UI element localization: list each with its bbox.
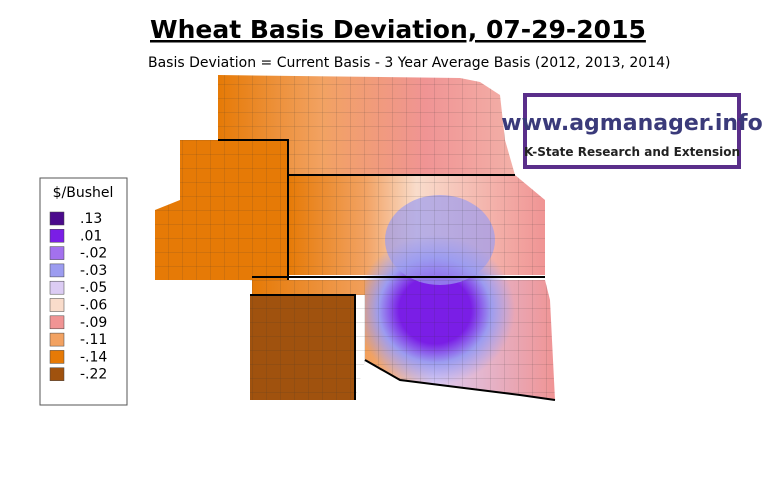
legend-swatch <box>49 315 65 330</box>
subtitle: Basis Deviation = Current Basis - 3 Year… <box>148 55 670 71</box>
logo-url: www.agmanager.info <box>501 111 762 136</box>
legend-label: -.14 <box>80 349 107 365</box>
legend-label: -.22 <box>80 367 107 383</box>
logo: www.agmanager.info K-State Research and … <box>501 93 763 169</box>
legend-swatch <box>49 350 65 364</box>
legend: $/Bushel .13.01-.02-.03-.05-.06-.09-.11-… <box>39 177 128 406</box>
legend-swatch <box>49 332 65 347</box>
map <box>155 75 556 401</box>
legend-swatch <box>49 229 65 243</box>
legend-label: -.11 <box>80 332 107 348</box>
legend-label: -.05 <box>80 280 107 296</box>
legend-swatch <box>49 280 65 295</box>
legend-label: -.09 <box>80 315 107 331</box>
legend-label: -.06 <box>80 298 107 314</box>
title: Wheat Basis Deviation, 07-29-2015 <box>150 15 646 44</box>
legend-label: .01 <box>80 228 102 244</box>
legend-swatch <box>49 263 65 278</box>
legend-swatch <box>49 367 65 381</box>
legend-label: -.03 <box>80 263 107 279</box>
legend-title: $/Bushel <box>53 185 114 201</box>
legend-label: .13 <box>80 211 102 227</box>
logo-org: K-State Research and Extension <box>524 145 740 159</box>
legend-swatch <box>49 246 65 260</box>
legend-swatch <box>49 211 65 226</box>
legend-swatch <box>49 298 65 312</box>
legend-label: -.02 <box>80 246 107 262</box>
